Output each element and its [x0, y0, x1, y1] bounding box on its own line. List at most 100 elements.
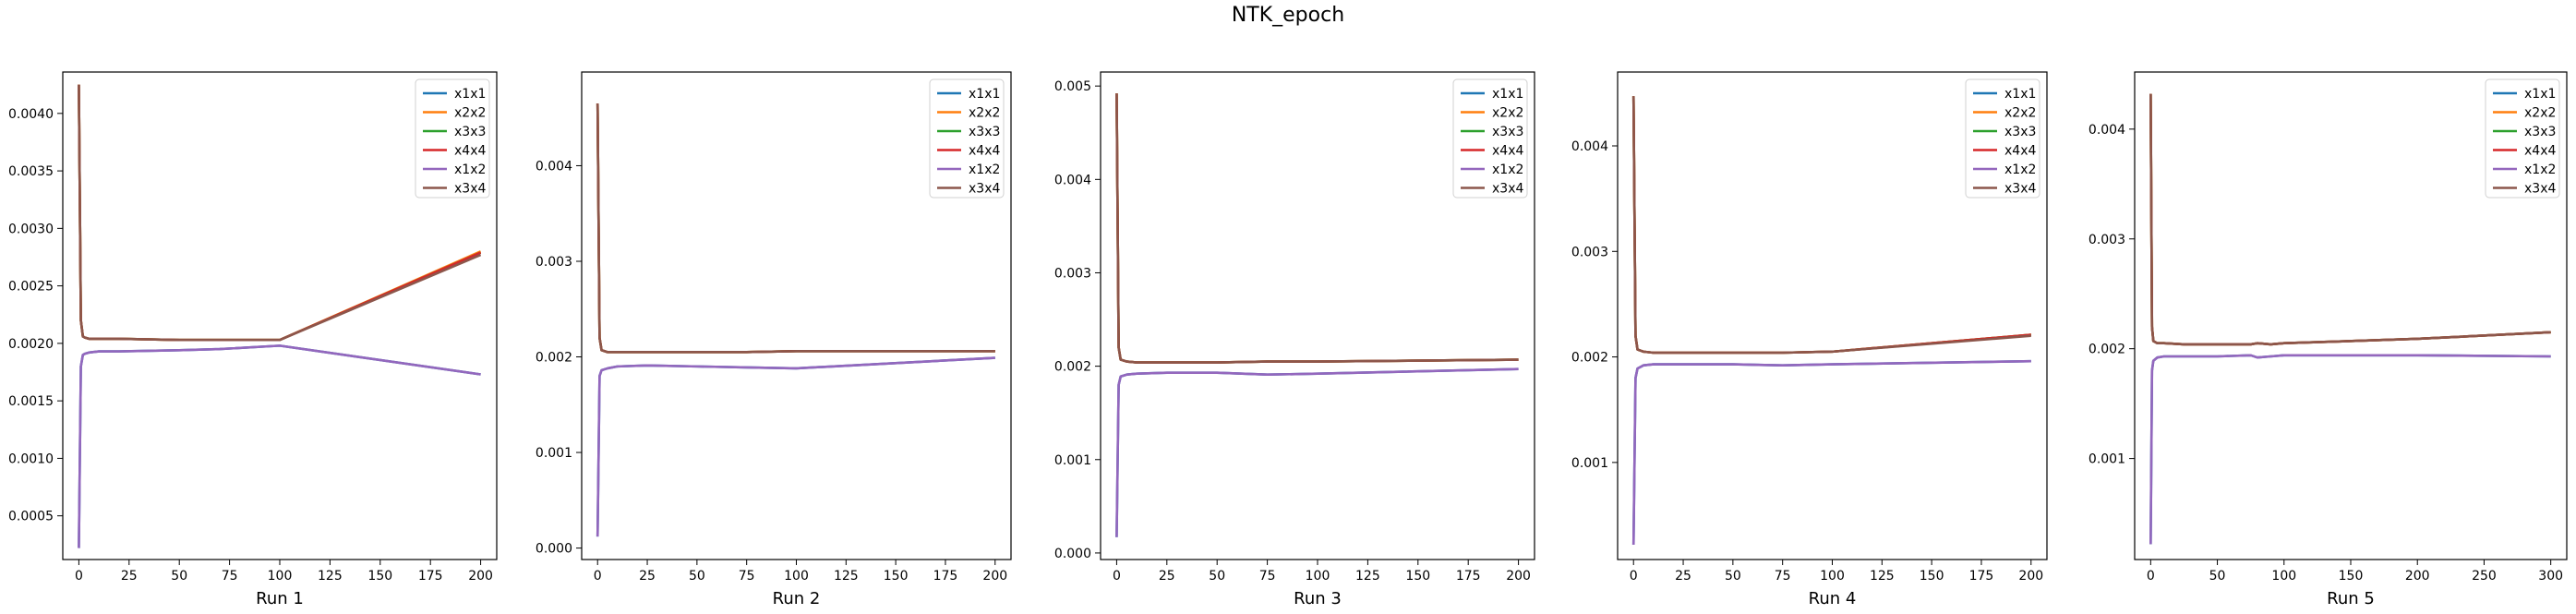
legend-entry: x1x2: [2524, 163, 2556, 177]
x-tick-label: 300: [2538, 569, 2563, 584]
legend-entry: x4x4: [2004, 144, 2036, 159]
legend: x1x1 x2x2 x3x3 x4x4 x1x2 x3x4: [2485, 78, 2560, 199]
subplot-3: 0 25 50 75 100 125 150 175 200 0.000 0.001 0.002 0.0…: [1054, 71, 1535, 608]
y-tick-label: 0.001: [2088, 452, 2125, 467]
y-tick-label: 0.001: [1571, 456, 1608, 471]
x-tick-label: 0: [594, 569, 602, 584]
x-tick-label: 175: [418, 569, 443, 584]
legend-entry: x1x2: [969, 163, 1000, 177]
x-tick-label: 150: [1920, 569, 1944, 584]
y-tick-label: 0.000: [536, 542, 572, 557]
x-tick-label: 50: [1209, 569, 1225, 584]
y-tick-label: 0.002: [2088, 343, 2125, 357]
series-line-x1x2: [596, 356, 995, 537]
x-tick-label: 125: [834, 569, 859, 584]
x-tick-label: 75: [1259, 569, 1276, 584]
x-axis-label: Run 1: [256, 589, 304, 608]
legend-entry: x3x3: [454, 125, 486, 139]
x-tick-label: 125: [1355, 569, 1380, 584]
legend-entry: x3x3: [2004, 125, 2036, 139]
series-line-x3x4: [78, 84, 482, 342]
y-tick-label: 0.0040: [8, 107, 54, 122]
x-tick-label: 100: [2271, 569, 2296, 584]
legend-entry: x2x2: [2524, 106, 2556, 121]
y-tick-label: 0.004: [2088, 123, 2125, 138]
subplot-2: 0 25 50 75 100 125 150 175 200 0.000 0.001 0.002 0.0…: [536, 71, 1012, 608]
x-tick-label: 200: [1506, 569, 1531, 584]
y-tick-label: 0.004: [1054, 173, 1091, 187]
x-tick-label: 200: [2405, 569, 2430, 584]
x-tick-label: 75: [222, 569, 238, 584]
legend-entry: x3x3: [2524, 125, 2556, 139]
legend-entry: x4x4: [454, 144, 486, 159]
y-tick-label: 0.004: [1571, 139, 1608, 154]
legend: x1x1 x2x2 x3x3 x4x4 x1x2 x3x4: [1452, 78, 1528, 199]
legend-entry: x3x4: [1492, 182, 1523, 197]
x-tick-label: 150: [1405, 569, 1430, 584]
legend-entry: x1x1: [1492, 87, 1523, 102]
series-line-x1x2: [1115, 367, 1519, 537]
y-tick-label: 0.0010: [8, 451, 54, 466]
x-tick-label: 0: [1630, 569, 1638, 584]
legend-entry: x1x2: [454, 163, 486, 177]
x-tick-label: 50: [1725, 569, 1741, 584]
x-tick-label: 175: [1456, 569, 1481, 584]
x-tick-label: 25: [639, 569, 656, 584]
x-tick-label: 100: [1306, 569, 1330, 584]
legend-entry: x3x4: [2004, 182, 2036, 197]
series-line-x1x1: [596, 356, 995, 537]
x-tick-label: 100: [784, 569, 809, 584]
y-tick-label: 0.0015: [8, 394, 54, 409]
x-tick-label: 150: [2339, 569, 2364, 584]
series-line-x1x2: [2149, 354, 2551, 545]
legend-entry: x2x2: [2004, 106, 2036, 121]
x-tick-label: 100: [268, 569, 293, 584]
x-axis-label: Run 4: [1809, 589, 1857, 608]
x-tick-label: 50: [171, 569, 187, 584]
axes-frame: [1617, 71, 2048, 560]
subplot-4: 0 25 50 75 100 125 150 175 200 0.001 0.002 0.003 0.0…: [1571, 71, 2048, 608]
x-axis-label: Run 2: [773, 589, 821, 608]
y-tick-label: 0.002: [536, 351, 572, 366]
y-tick-label: 0.003: [1571, 245, 1608, 259]
x-tick-label: 200: [2018, 569, 2043, 584]
x-axis-label: Run 5: [2327, 589, 2375, 608]
y-tick-label: 0.0005: [8, 510, 54, 524]
series-line-x3x4: [2149, 93, 2551, 346]
x-tick-label: 50: [2209, 569, 2226, 584]
x-tick-label: 25: [1675, 569, 1691, 584]
axes-frame: [581, 71, 1012, 560]
legend-entry: x2x2: [969, 106, 1000, 121]
y-tick-label: 0.002: [1054, 360, 1091, 375]
x-tick-label: 150: [367, 569, 392, 584]
x-tick-label: 175: [933, 569, 958, 584]
x-tick-label: 250: [2472, 569, 2497, 584]
x-tick-label: 125: [318, 569, 343, 584]
y-tick-label: 0.001: [536, 446, 572, 461]
series-line-x1x1: [2149, 354, 2551, 545]
legend: x1x1 x2x2 x3x3 x4x4 x1x2 x3x4: [415, 78, 490, 199]
y-tick-label: 0.0020: [8, 337, 54, 352]
axes-frame: [1100, 71, 1535, 560]
axes-frame: [62, 71, 498, 560]
x-tick-label: 25: [121, 569, 138, 584]
x-tick-label: 25: [1159, 569, 1175, 584]
series-line-x3x4: [1115, 93, 1519, 364]
legend-entry: x4x4: [2524, 144, 2556, 159]
x-axis-label: Run 3: [1294, 589, 1342, 608]
x-tick-label: 0: [75, 569, 83, 584]
series-line-x1x2: [78, 344, 481, 548]
legend-entry: x1x2: [1492, 163, 1523, 177]
axes-frame: [2134, 71, 2568, 560]
legend-entry: x3x4: [2524, 182, 2556, 197]
x-tick-label: 150: [884, 569, 909, 584]
figure-title: NTK_epoch: [1231, 4, 1345, 27]
y-tick-label: 0.002: [1571, 351, 1608, 366]
legend-entry: x3x3: [1492, 125, 1523, 139]
x-tick-label: 0: [2147, 569, 2155, 584]
x-tick-label: 200: [982, 569, 1007, 584]
series-line-x1x1: [1115, 367, 1519, 537]
legend: x1x1 x2x2 x3x3 x4x4 x1x2 x3x4: [929, 78, 1005, 199]
series-line-x1x1: [1631, 359, 2031, 546]
